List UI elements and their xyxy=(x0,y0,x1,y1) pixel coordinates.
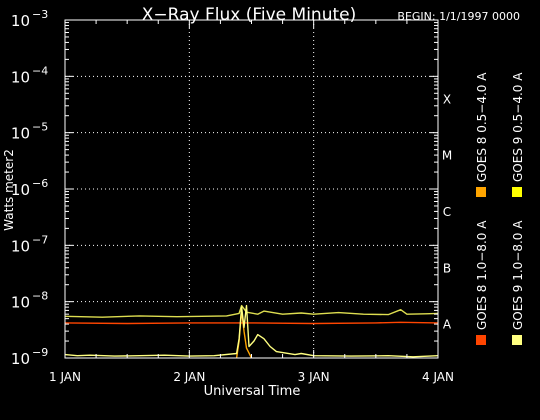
begin-label: BEGIN: 1/1/1997 0000 xyxy=(397,10,520,23)
series-layer xyxy=(64,304,439,359)
x-tick-label: 3 JAN xyxy=(298,370,330,384)
legend: GOES 8 1.0−8.0 A GOES 8 0.5−4.0 A GOES 9 1… xyxy=(475,72,525,345)
y-tick-exponent: −6 xyxy=(32,177,48,190)
x-axis-label: Universal Time xyxy=(204,384,301,399)
y-tick-label: 10 xyxy=(11,68,30,86)
y-tick-exponent: −5 xyxy=(32,121,48,134)
x-tick-label: 1 JAN xyxy=(49,370,81,384)
y-tick-exponent: −9 xyxy=(32,346,48,359)
x-tick-label: 4 JAN xyxy=(422,370,454,384)
y-tick-label: 10 xyxy=(11,350,30,368)
legend-label: GOES 8 0.5−4.0 A xyxy=(475,72,489,182)
x-tick-label: 2 JAN xyxy=(173,370,205,384)
legend-swatch xyxy=(512,187,522,197)
y-tick-label: 10 xyxy=(11,12,30,30)
legend-swatch xyxy=(512,335,522,345)
flare-class-label: M xyxy=(442,149,452,163)
series-line xyxy=(64,304,439,358)
y-tick-exponent: −8 xyxy=(32,290,48,303)
ticks-layer: 10 −910 −810 −710 −610 −510 −410 −31 JAN 2 JAN 3 … xyxy=(11,8,454,384)
legend-label: GOES 9 1.0−8.0 A xyxy=(511,220,525,330)
plot-frame xyxy=(64,19,439,359)
series-line xyxy=(64,321,439,325)
chart-title: X−Ray Flux (Five Minute) xyxy=(142,5,356,25)
y-tick-exponent: −3 xyxy=(32,8,48,21)
y-tick-label: 10 xyxy=(11,294,30,312)
y-tick-label: 10 xyxy=(11,181,30,199)
legend-swatch xyxy=(476,187,486,197)
flare-class-label: A xyxy=(443,318,452,332)
legend-swatch xyxy=(476,335,486,345)
flare-class-label: B xyxy=(443,261,451,275)
grid-lines xyxy=(65,20,438,358)
y-tick-exponent: −7 xyxy=(32,233,48,246)
legend-label: GOES 8 1.0−8.0 A xyxy=(475,220,489,330)
y-tick-label: 10 xyxy=(11,125,30,143)
y-axis-label: Watts meter2 xyxy=(2,149,16,231)
y-tick-exponent: −4 xyxy=(32,64,48,77)
y-tick-label: 10 xyxy=(11,237,30,255)
series-line xyxy=(64,304,439,318)
legend-label: GOES 9 0.5−4.0 A xyxy=(511,72,525,182)
flare-class-label: X xyxy=(443,92,451,106)
flare-class-label: C xyxy=(443,205,451,219)
